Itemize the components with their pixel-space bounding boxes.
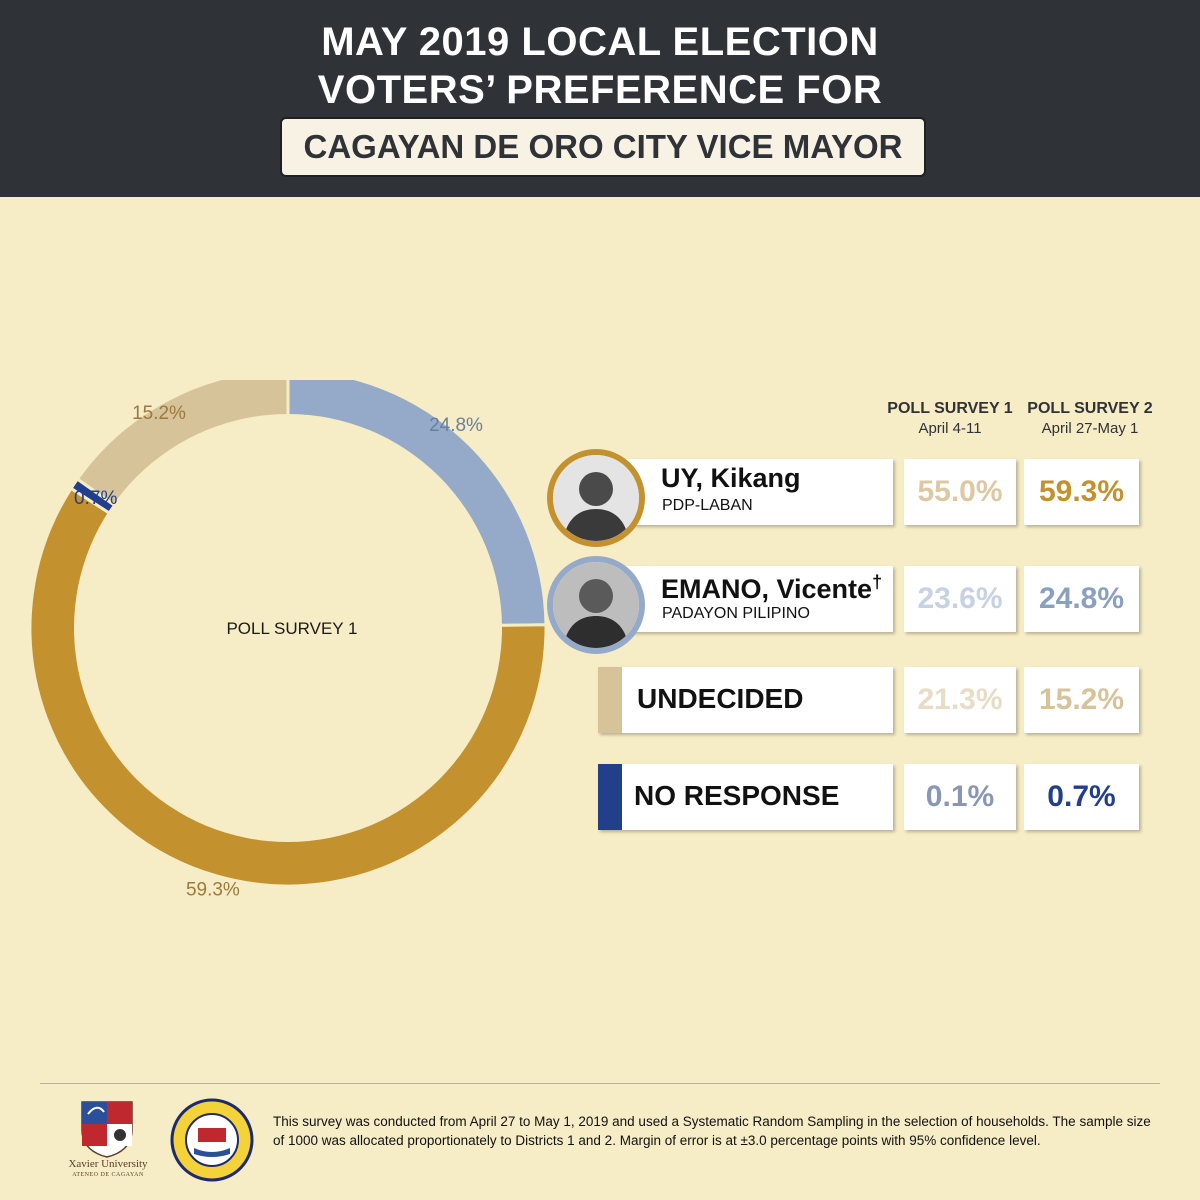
person-icon — [553, 562, 639, 648]
donut-label-emano: 24.8% — [429, 415, 483, 436]
donut-labels: 24.8% 59.3% 0.7% 15.2% — [74, 403, 483, 900]
candidate-card-uy — [596, 459, 893, 525]
donut-label-undecided: 15.2% — [132, 403, 186, 424]
person-icon — [553, 455, 639, 541]
candidate-card-emano — [596, 566, 893, 632]
university-subtitle: ATENEO DE CAGAYAN — [72, 1172, 144, 1178]
university-name: Xavier University — [68, 1158, 148, 1170]
page-title-line1: MAY 2019 LOCAL ELECTION — [321, 20, 879, 64]
uy-survey1-value: 55.0% — [904, 459, 1016, 525]
column-header-survey1: POLL SURVEY 1 April 4-11 — [880, 400, 1020, 437]
column-header-survey2: POLL SURVEY 2 April 27-May 1 — [1020, 400, 1160, 437]
candidate-name-emano: EMANO, Vicente† — [661, 572, 882, 605]
research-office-seal — [170, 1098, 254, 1182]
xavier-university-logo — [81, 1101, 133, 1158]
category-label-undecided: UNDECIDED — [637, 683, 804, 714]
candidate-name-emano-text: EMANO, Vicente — [661, 574, 873, 604]
undecided-survey2-value: 15.2% — [1024, 667, 1139, 733]
donut-hole — [74, 414, 502, 842]
category-card-no-response — [598, 764, 893, 830]
no-response-survey2-value: 0.7% — [1024, 764, 1139, 830]
candidate-photo-uy — [547, 449, 645, 547]
survey-footnote: This survey was conducted from April 27 … — [273, 1114, 1151, 1148]
category-card-undecided — [598, 667, 893, 733]
donut-label-uy: 59.3% — [186, 879, 240, 900]
candidate-dagger: † — [872, 572, 883, 592]
emano-survey2-value: 24.8% — [1024, 566, 1139, 632]
column-date-survey2: April 27-May 1 — [1041, 420, 1139, 437]
undecided-swatch — [598, 667, 622, 733]
column-title-survey2: POLL SURVEY 2 — [1027, 400, 1153, 417]
candidate-photo-emano — [547, 556, 645, 654]
no-response-swatch — [598, 764, 622, 830]
donut-center-label: POLL SURVEY 1 — [226, 619, 357, 638]
donut-label-no-response: 0.7% — [74, 488, 117, 509]
column-title-survey1: POLL SURVEY 1 — [887, 400, 1013, 417]
donut-chart: POLL SURVEY 1 24.8% 59.3% 0.7% 15.2% — [28, 380, 548, 900]
candidate-party-emano: PADAYON PILIPINO — [662, 605, 810, 622]
footer-divider — [40, 1083, 1160, 1084]
candidate-name-uy: UY, Kikang — [661, 463, 801, 493]
undecided-survey1-value: 21.3% — [904, 667, 1016, 733]
page-subtitle: CAGAYAN DE ORO CITY VICE MAYOR — [280, 117, 926, 177]
uy-survey2-value: 59.3% — [1024, 459, 1139, 525]
no-response-survey1-value: 0.1% — [904, 764, 1016, 830]
candidate-party-uy: PDP-LABAN — [662, 497, 753, 514]
page-title-line2: VOTERS’ PREFERENCE FOR — [317, 68, 883, 112]
emano-survey1-value: 23.6% — [904, 566, 1016, 632]
column-date-survey1: April 4-11 — [918, 420, 982, 437]
category-label-no-response: NO RESPONSE — [634, 780, 840, 811]
